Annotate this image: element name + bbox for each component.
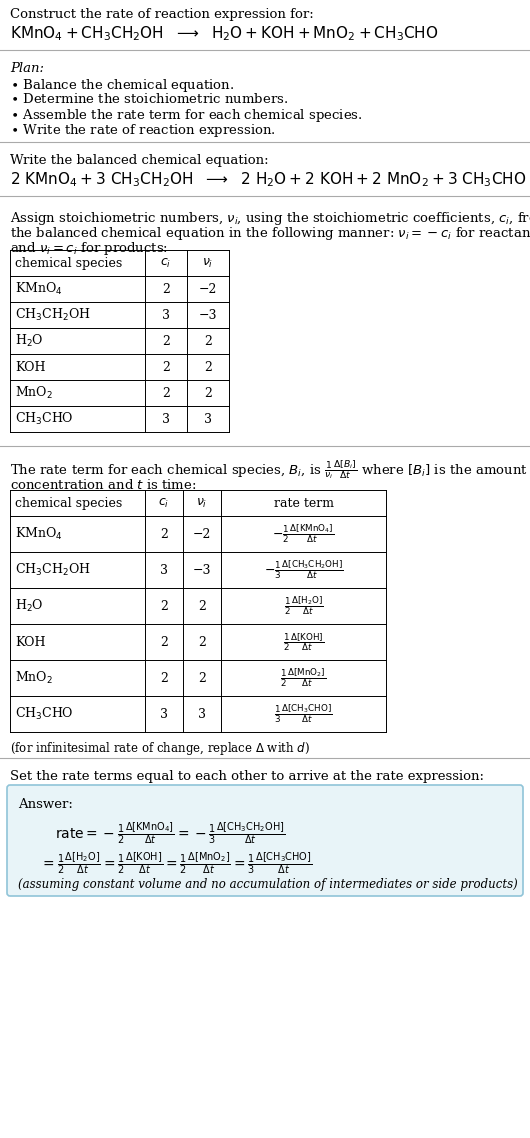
Text: $\mathrm{2\ KMnO_4 + 3\ CH_3CH_2OH\ \ \longrightarrow\ \ 2\ H_2O + 2\ KOH + 2\ M: $\mathrm{2\ KMnO_4 + 3\ CH_3CH_2OH\ \ \l…: [10, 170, 526, 189]
Text: $\frac{1}{2}\frac{\Delta[\mathrm{MnO_2}]}{\Delta t}$: $\frac{1}{2}\frac{\Delta[\mathrm{MnO_2}]…: [280, 667, 326, 690]
Text: 2: 2: [160, 600, 168, 612]
Text: $\mathrm{KMnO_4 + CH_3CH_2OH\ \ \longrightarrow\ \ H_2O + KOH + MnO_2 + CH_3CHO}: $\mathrm{KMnO_4 + CH_3CH_2OH\ \ \longrig…: [10, 24, 438, 43]
Text: (assuming constant volume and no accumulation of intermediates or side products): (assuming constant volume and no accumul…: [18, 879, 518, 891]
Text: Answer:: Answer:: [18, 798, 73, 811]
Text: $\bullet$ Assemble the rate term for each chemical species.: $\bullet$ Assemble the rate term for eac…: [10, 107, 363, 124]
Text: CH$_3$CHO: CH$_3$CHO: [15, 411, 74, 427]
Text: Assign stoichiometric numbers, $\nu_i$, using the stoichiometric coefficients, $: Assign stoichiometric numbers, $\nu_i$, …: [10, 211, 530, 226]
Text: concentration and $t$ is time:: concentration and $t$ is time:: [10, 478, 197, 492]
Text: 2: 2: [162, 387, 170, 399]
Text: 3: 3: [198, 708, 206, 720]
Text: 2: 2: [160, 635, 168, 649]
Text: 3: 3: [162, 308, 170, 322]
Text: KMnO$_4$: KMnO$_4$: [15, 526, 63, 542]
Text: 2: 2: [198, 635, 206, 649]
Text: $\bullet$ Determine the stoichiometric numbers.: $\bullet$ Determine the stoichiometric n…: [10, 92, 288, 106]
Text: 3: 3: [162, 412, 170, 426]
Text: Plan:: Plan:: [10, 61, 44, 75]
FancyBboxPatch shape: [7, 785, 523, 896]
Text: $c_i$: $c_i$: [158, 496, 170, 510]
Text: the balanced chemical equation in the following manner: $\nu_i = -c_i$ for react: the balanced chemical equation in the fo…: [10, 225, 530, 242]
Text: $-\frac{1}{2}\frac{\Delta[\mathrm{KMnO_4}]}{\Delta t}$: $-\frac{1}{2}\frac{\Delta[\mathrm{KMnO_4…: [272, 522, 334, 545]
Text: $\nu_i$: $\nu_i$: [196, 496, 208, 510]
Text: KOH: KOH: [15, 361, 46, 373]
Text: −2: −2: [199, 282, 217, 296]
Text: 3: 3: [160, 708, 168, 720]
Text: H$_2$O: H$_2$O: [15, 333, 43, 349]
Text: (for infinitesimal rate of change, replace $\Delta$ with $d$): (for infinitesimal rate of change, repla…: [10, 740, 310, 757]
Text: 2: 2: [204, 387, 212, 399]
Text: CH$_3$CH$_2$OH: CH$_3$CH$_2$OH: [15, 562, 91, 578]
Text: 2: 2: [162, 361, 170, 373]
Text: 2: 2: [162, 335, 170, 347]
Text: $\nu_i$: $\nu_i$: [202, 256, 214, 270]
Text: rate term: rate term: [273, 496, 333, 510]
Text: −3: −3: [193, 563, 211, 577]
Text: 2: 2: [204, 335, 212, 347]
Text: $-\frac{1}{3}\frac{\Delta[\mathrm{CH_3CH_2OH}]}{\Delta t}$: $-\frac{1}{3}\frac{\Delta[\mathrm{CH_3CH…: [263, 559, 343, 582]
Text: Set the rate terms equal to each other to arrive at the rate expression:: Set the rate terms equal to each other t…: [10, 770, 484, 783]
Text: 2: 2: [162, 282, 170, 296]
Text: 2: 2: [160, 671, 168, 684]
Text: 2: 2: [204, 361, 212, 373]
Text: $\frac{1}{2}\frac{\Delta[\mathrm{KOH}]}{\Delta t}$: $\frac{1}{2}\frac{\Delta[\mathrm{KOH}]}{…: [283, 632, 324, 653]
Text: KOH: KOH: [15, 635, 46, 649]
Text: $\mathrm{rate} = -\frac{1}{2}\frac{\Delta[\mathrm{KMnO_4}]}{\Delta t} = -\frac{1: $\mathrm{rate} = -\frac{1}{2}\frac{\Delt…: [55, 820, 285, 846]
Text: chemical species: chemical species: [15, 496, 122, 510]
Text: Construct the rate of reaction expression for:: Construct the rate of reaction expressio…: [10, 8, 314, 20]
Text: −2: −2: [193, 528, 211, 541]
Text: MnO$_2$: MnO$_2$: [15, 670, 53, 686]
Text: CH$_3$CHO: CH$_3$CHO: [15, 706, 74, 721]
Text: H$_2$O: H$_2$O: [15, 597, 43, 615]
Text: −3: −3: [199, 308, 217, 322]
Text: 2: 2: [160, 528, 168, 541]
Text: $\frac{1}{2}\frac{\Delta[\mathrm{H_2O}]}{\Delta t}$: $\frac{1}{2}\frac{\Delta[\mathrm{H_2O}]}…: [284, 595, 323, 617]
Text: $\bullet$ Balance the chemical equation.: $\bullet$ Balance the chemical equation.: [10, 77, 234, 94]
Text: KMnO$_4$: KMnO$_4$: [15, 281, 63, 297]
Text: MnO$_2$: MnO$_2$: [15, 385, 53, 401]
Text: $= \frac{1}{2}\frac{\Delta[\mathrm{H_2O}]}{\Delta t} = \frac{1}{2}\frac{\Delta[\: $= \frac{1}{2}\frac{\Delta[\mathrm{H_2O}…: [40, 850, 312, 876]
Text: CH$_3$CH$_2$OH: CH$_3$CH$_2$OH: [15, 307, 91, 323]
Text: $\frac{1}{3}\frac{\Delta[\mathrm{CH_3CHO}]}{\Delta t}$: $\frac{1}{3}\frac{\Delta[\mathrm{CH_3CHO…: [275, 702, 333, 725]
Text: 3: 3: [160, 563, 168, 577]
Text: and $\nu_i = c_i$ for products:: and $\nu_i = c_i$ for products:: [10, 240, 168, 257]
Text: $c_i$: $c_i$: [161, 256, 172, 270]
Text: The rate term for each chemical species, $B_i$, is $\frac{1}{\nu_i}\frac{\Delta[: The rate term for each chemical species,…: [10, 457, 528, 481]
Text: 2: 2: [198, 600, 206, 612]
Text: $\bullet$ Write the rate of reaction expression.: $\bullet$ Write the rate of reaction exp…: [10, 122, 276, 139]
Text: 2: 2: [198, 671, 206, 684]
Text: 3: 3: [204, 412, 212, 426]
Text: Write the balanced chemical equation:: Write the balanced chemical equation:: [10, 154, 269, 167]
Text: chemical species: chemical species: [15, 256, 122, 270]
